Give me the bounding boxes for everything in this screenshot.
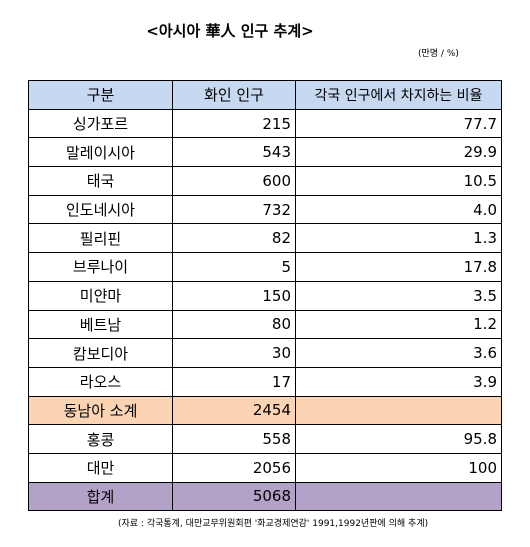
cell: 1.2 — [295, 309, 502, 340]
cell: 215 — [172, 108, 296, 139]
table-row: 합계 5068 — [28, 481, 502, 512]
table-row: 태국 600 10.5 — [28, 166, 502, 196]
row-label: 인도네시아 — [28, 194, 173, 225]
table-row: 홍콩 558 95.8 — [28, 424, 502, 454]
cell: 80 — [172, 309, 296, 340]
cell: 4.0 — [295, 194, 502, 225]
row-label: 태국 — [28, 166, 173, 196]
cell: 2056 — [172, 452, 296, 483]
title: <아시아 華人 인구 추계> — [146, 22, 314, 40]
row-label: 동남아 소계 — [28, 395, 173, 426]
unit-note: (만명 / %) — [418, 49, 459, 59]
row-label: 라오스 — [28, 366, 173, 397]
cell: 3.5 — [295, 280, 502, 311]
table-row: 대만 2056 100 — [28, 452, 502, 483]
cell: 100 — [295, 452, 502, 483]
row-label: 홍콩 — [28, 424, 173, 454]
row-label: 베트남 — [28, 309, 173, 340]
cell: 150 — [172, 280, 296, 311]
row-label: 합계 — [28, 481, 173, 512]
cell: 3.9 — [295, 366, 502, 397]
header-cell: 화인 인구 — [172, 80, 296, 110]
cell: 82 — [172, 223, 296, 254]
cell: 17 — [172, 366, 296, 397]
cell — [295, 481, 502, 512]
table-row: 동남아 소계 2454 — [28, 395, 502, 426]
row-label: 싱가포르 — [28, 108, 173, 139]
row-label: 필리핀 — [28, 223, 173, 254]
cell: 95.8 — [295, 424, 502, 454]
table-row: 말레이시아 543 29.9 — [28, 137, 502, 168]
table-body: 구분 화인 인구 각국 인구에서 차지하는 비율 싱가포르 215 77.7 말레이시아 54… — [28, 80, 502, 512]
header-cell: 각국 인구에서 차지하는 비율 — [295, 80, 502, 110]
population-table: 구분 화인 인구 각국 인구에서 차지하는 비율 싱가포르 215 77.7 말레이시아 54… — [28, 80, 502, 512]
table-row: 싱가포르 215 77.7 — [28, 108, 502, 139]
row-label: 캄보디아 — [28, 338, 173, 368]
cell: 600 — [172, 166, 296, 196]
cell: 10.5 — [295, 166, 502, 196]
cell: 5068 — [172, 481, 296, 512]
cell — [295, 395, 502, 426]
source-note: (자료 : 각국통계, 대만교무위원회편 '화교경제연감' 1991,1992년… — [118, 519, 429, 529]
table-row: 브루나이 5 17.8 — [28, 252, 502, 282]
cell: 5 — [172, 252, 296, 282]
cell: 543 — [172, 137, 296, 168]
row-label: 브루나이 — [28, 252, 173, 282]
cell: 1.3 — [295, 223, 502, 254]
row-label: 대만 — [28, 452, 173, 483]
cell: 30 — [172, 338, 296, 368]
table-row: 인도네시아 732 4.0 — [28, 194, 502, 225]
row-label: 말레이시아 — [28, 137, 173, 168]
cell: 3.6 — [295, 338, 502, 368]
table-row: 캄보디아 30 3.6 — [28, 338, 502, 368]
cell: 732 — [172, 194, 296, 225]
header-cell: 구분 — [28, 80, 173, 110]
cell: 558 — [172, 424, 296, 454]
table-row: 필리핀 82 1.3 — [28, 223, 502, 254]
cell: 77.7 — [295, 108, 502, 139]
row-label: 미얀마 — [28, 280, 173, 311]
header-row: 구분 화인 인구 각국 인구에서 차지하는 비율 — [28, 80, 502, 110]
table-row: 라오스 17 3.9 — [28, 366, 502, 397]
table-row: 미얀마 150 3.5 — [28, 280, 502, 311]
table-row: 베트남 80 1.2 — [28, 309, 502, 340]
cell: 2454 — [172, 395, 296, 426]
cell: 17.8 — [295, 252, 502, 282]
cell: 29.9 — [295, 137, 502, 168]
